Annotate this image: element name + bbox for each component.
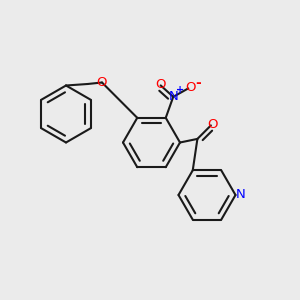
Text: O: O — [207, 118, 217, 131]
Text: N: N — [236, 188, 245, 202]
Text: O: O — [185, 81, 195, 94]
Text: +: + — [176, 85, 184, 95]
Text: N: N — [168, 90, 178, 103]
Text: O: O — [155, 78, 166, 91]
Text: -: - — [195, 76, 201, 90]
Text: O: O — [97, 76, 107, 89]
